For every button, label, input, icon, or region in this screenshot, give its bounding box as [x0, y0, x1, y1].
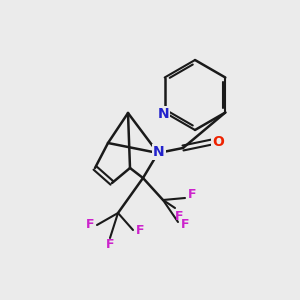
Text: O: O: [212, 135, 224, 149]
Text: F: F: [175, 209, 183, 223]
Text: F: F: [106, 238, 114, 251]
Text: N: N: [153, 145, 165, 159]
Text: F: F: [181, 218, 189, 232]
Text: N: N: [158, 106, 170, 121]
Text: F: F: [188, 188, 196, 202]
Text: F: F: [86, 218, 94, 232]
Text: F: F: [136, 224, 144, 236]
